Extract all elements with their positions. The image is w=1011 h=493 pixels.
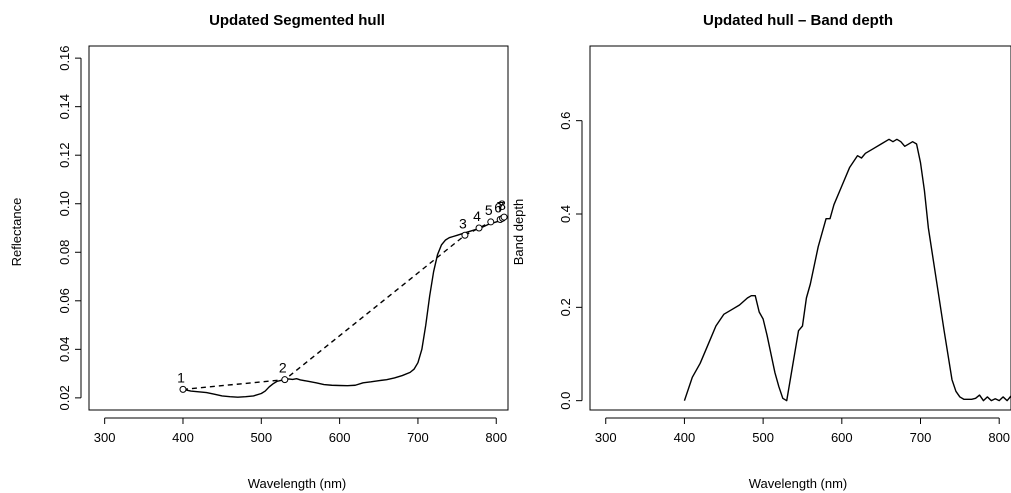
left-x-tick-label: 400 (172, 430, 194, 445)
right-x-tick-label: 800 (988, 430, 1010, 445)
left-x-tick-label: 500 (250, 430, 272, 445)
left-y-tick-label: 0.12 (57, 143, 72, 168)
left-hull-point-label: 2 (279, 360, 287, 376)
right-plot-frame (589, 45, 1011, 411)
left-hull-point (179, 385, 187, 393)
left-y-tick-label: 0.02 (57, 385, 72, 410)
right-chart-title: Updated hull – Band depth (703, 12, 893, 29)
left-hull-point-label: 1 (177, 369, 185, 385)
panel-right-band-depth: Updated hull – Band depth Wavelength (nm… (511, 12, 1011, 491)
left-hull-point (475, 224, 483, 232)
left-chart-title: Updated Segmented hull (209, 12, 385, 29)
left-y-tick-label: 0.14 (57, 94, 72, 119)
left-y-tick-label: 0.08 (57, 240, 72, 265)
left-y-tick-label: 0.04 (57, 337, 72, 362)
left-x-tick-label: 700 (407, 430, 429, 445)
left-hull-point-label: 6 (494, 200, 502, 216)
left-hull-line (182, 216, 505, 391)
right-x-tick-label: 600 (831, 430, 853, 445)
left-y-tick-label: 0.10 (57, 191, 72, 216)
panel-left-segmented-hull: Updated Segmented hull Wavelength (nm) R… (9, 12, 509, 491)
left-x-axis-label: Wavelength (nm) (248, 476, 347, 491)
right-x-tick-label: 700 (910, 430, 932, 445)
right-y-tick-label: 0.2 (558, 298, 573, 316)
left-hull-point (500, 213, 508, 221)
left-hull-point-label: 7 (497, 198, 505, 214)
left-hull-point (281, 376, 289, 384)
left-hull-point (461, 231, 469, 239)
right-spectrum-line (683, 138, 1011, 402)
left-hull-point-label: 8 (498, 197, 506, 213)
left-x-tick-label: 600 (329, 430, 351, 445)
left-hull-point-label: 3 (459, 215, 467, 231)
right-x-tick-label: 300 (595, 430, 617, 445)
left-hull-point (487, 218, 495, 226)
left-x-tick-label: 300 (94, 430, 116, 445)
left-hull-point-label: 4 (473, 208, 481, 224)
right-x-axis-label: Wavelength (nm) (749, 476, 848, 491)
left-y-tick-label: 0.16 (57, 45, 72, 70)
right-y-axis-label: Band depth (511, 199, 526, 266)
left-spectrum-line (182, 216, 508, 398)
left-y-axis-label: Reflectance (9, 198, 24, 267)
left-x-tick-label: 800 (485, 430, 507, 445)
right-y-tick-label: 0.0 (558, 392, 573, 410)
left-plot-area: 300 400 500 600 700 800 0.02 0.04 0.06 0.08 0.10 0.… (57, 45, 509, 445)
right-y-tick-label: 0.6 (558, 112, 573, 130)
left-hull-point-label: 5 (485, 202, 493, 218)
right-x-tick-label: 500 (752, 430, 774, 445)
left-y-tick-label: 0.06 (57, 288, 72, 313)
right-y-tick-label: 0.4 (558, 205, 573, 223)
right-plot-area: 300 400 500 600 700 800 0.0 0.2 0.4 0.6 (558, 45, 1011, 445)
right-x-tick-label: 400 (674, 430, 696, 445)
left-plot-frame (88, 45, 509, 411)
